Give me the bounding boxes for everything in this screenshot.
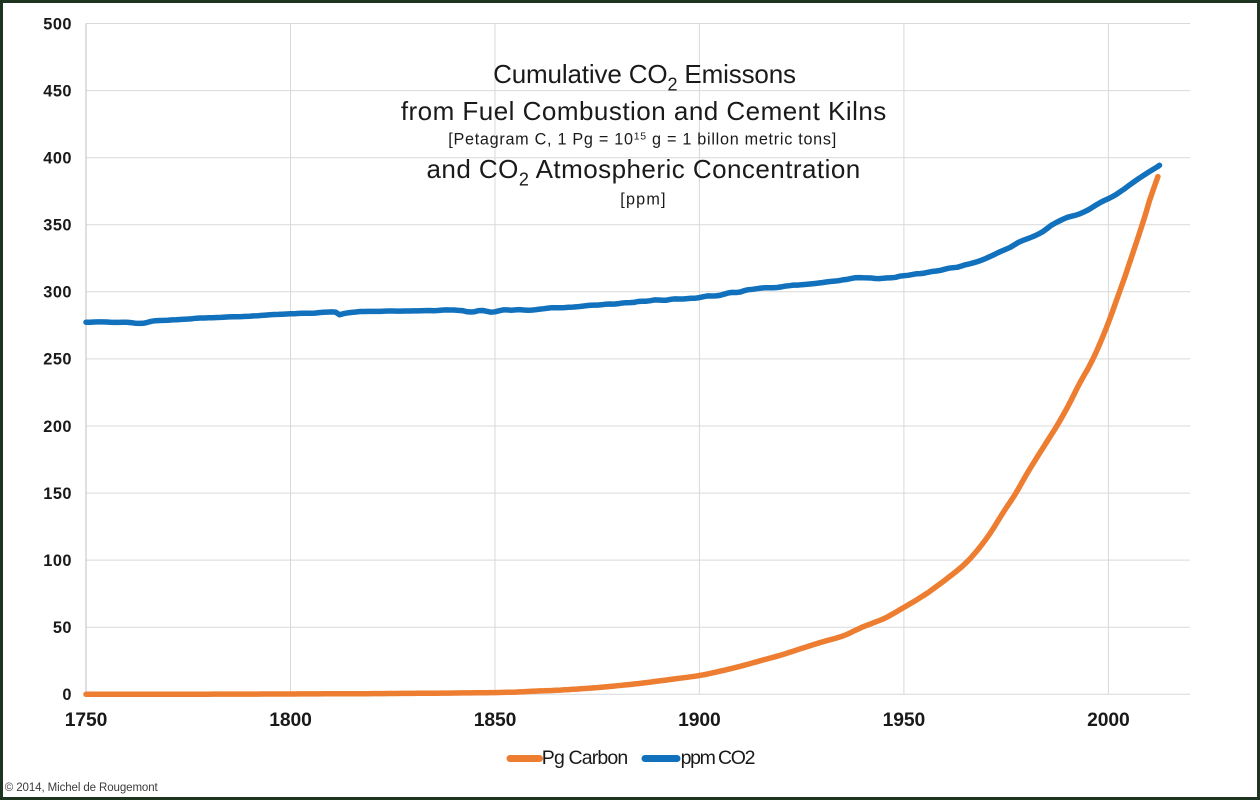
svg-text:1800: 1800 <box>269 710 312 731</box>
svg-text:0: 0 <box>62 686 72 704</box>
svg-text:1900: 1900 <box>678 710 721 731</box>
svg-text:500: 500 <box>43 15 72 33</box>
svg-text:300: 300 <box>43 284 72 302</box>
svg-text:150: 150 <box>43 485 72 503</box>
svg-text:ppm CO2: ppm CO2 <box>681 747 755 769</box>
svg-text:1950: 1950 <box>883 710 926 731</box>
svg-text:2000: 2000 <box>1087 710 1130 731</box>
svg-text:250: 250 <box>43 351 72 369</box>
svg-text:[Petagram C, 1 Pg = 1015 g = 1: [Petagram C, 1 Pg = 1015 g = 1 billon me… <box>448 131 837 149</box>
svg-text:[ppm]: [ppm] <box>620 190 667 208</box>
svg-text:1750: 1750 <box>65 710 108 731</box>
svg-text:Pg Carbon: Pg Carbon <box>542 747 628 769</box>
svg-text:350: 350 <box>43 217 72 235</box>
svg-text:and CO2 Atmospheric Concentrat: and CO2 Atmospheric Concentration <box>426 154 860 190</box>
svg-text:200: 200 <box>43 418 72 436</box>
svg-text:Cumulative CO2 Emissons: Cumulative CO2 Emissons <box>493 59 796 95</box>
svg-text:450: 450 <box>43 82 72 100</box>
svg-text:from Fuel Combustion and Cemen: from Fuel Combustion and Cement Kilns <box>401 96 887 126</box>
svg-text:50: 50 <box>53 619 72 637</box>
svg-text:400: 400 <box>43 150 72 168</box>
svg-text:© 2014, Michel de Rougemont: © 2014, Michel de Rougemont <box>5 782 159 794</box>
svg-text:100: 100 <box>43 552 72 570</box>
svg-text:1850: 1850 <box>474 710 517 731</box>
